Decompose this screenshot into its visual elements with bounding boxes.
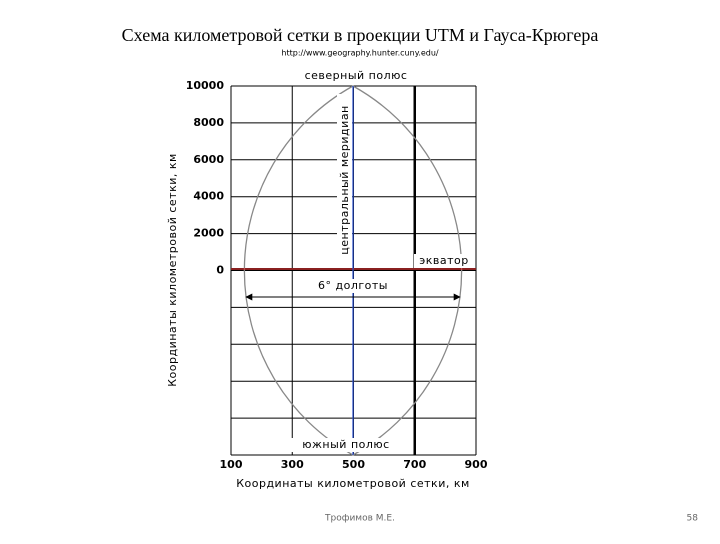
label-bg [312, 279, 394, 293]
meridian-label: центральный меридиан [338, 105, 351, 255]
zone-boundary [352, 85, 463, 456]
south-pole-label: южный полюс [302, 438, 389, 451]
span-label: 6° долготы [318, 279, 388, 292]
label-bg [337, 94, 352, 266]
y-tick-label: 6000 [193, 153, 224, 166]
y-axis-label: Координаты километровой сетки, км [166, 153, 179, 387]
north-pole-label: северный полюс [305, 69, 408, 82]
y-tick-label: 8000 [193, 116, 224, 129]
title: Схема километровой сетки в проекции UTM … [122, 25, 599, 45]
x-axis-label: Координаты километровой сетки, км [236, 477, 470, 490]
footer-author: Трофимов М.Е. [324, 514, 395, 524]
source-url: http://www.geography.hunter.cuny.edu/ [281, 49, 439, 58]
y-tick-label: 2000 [193, 227, 224, 240]
label-bg [296, 69, 416, 83]
equator-label: экватор [419, 254, 469, 267]
y-tick-label: 0 [216, 264, 224, 277]
x-tick-label: 500 [342, 458, 365, 471]
y-tick-label: 10000 [186, 79, 225, 92]
y-tick-label: 4000 [193, 190, 224, 203]
x-tick-label: 100 [220, 458, 243, 471]
page-number: 58 [687, 514, 699, 524]
label-bg [414, 254, 474, 268]
x-tick-label: 300 [281, 458, 304, 471]
x-tick-label: 900 [465, 458, 488, 471]
x-tick-label: 700 [403, 458, 426, 471]
label-bg [290, 438, 402, 452]
zone-boundary [243, 85, 354, 456]
